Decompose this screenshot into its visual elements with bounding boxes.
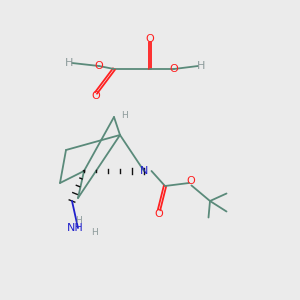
Text: H: H — [91, 228, 98, 237]
Text: O: O — [154, 208, 164, 219]
Text: NH: NH — [67, 223, 83, 233]
Text: H: H — [65, 58, 73, 68]
Text: H: H — [121, 111, 128, 120]
Text: O: O — [186, 176, 195, 187]
Text: H: H — [75, 216, 81, 225]
Text: N: N — [140, 166, 148, 176]
Text: O: O — [169, 64, 178, 74]
Text: O: O — [92, 91, 100, 101]
Text: O: O — [94, 61, 103, 71]
Text: H: H — [197, 61, 205, 71]
Text: O: O — [146, 34, 154, 44]
